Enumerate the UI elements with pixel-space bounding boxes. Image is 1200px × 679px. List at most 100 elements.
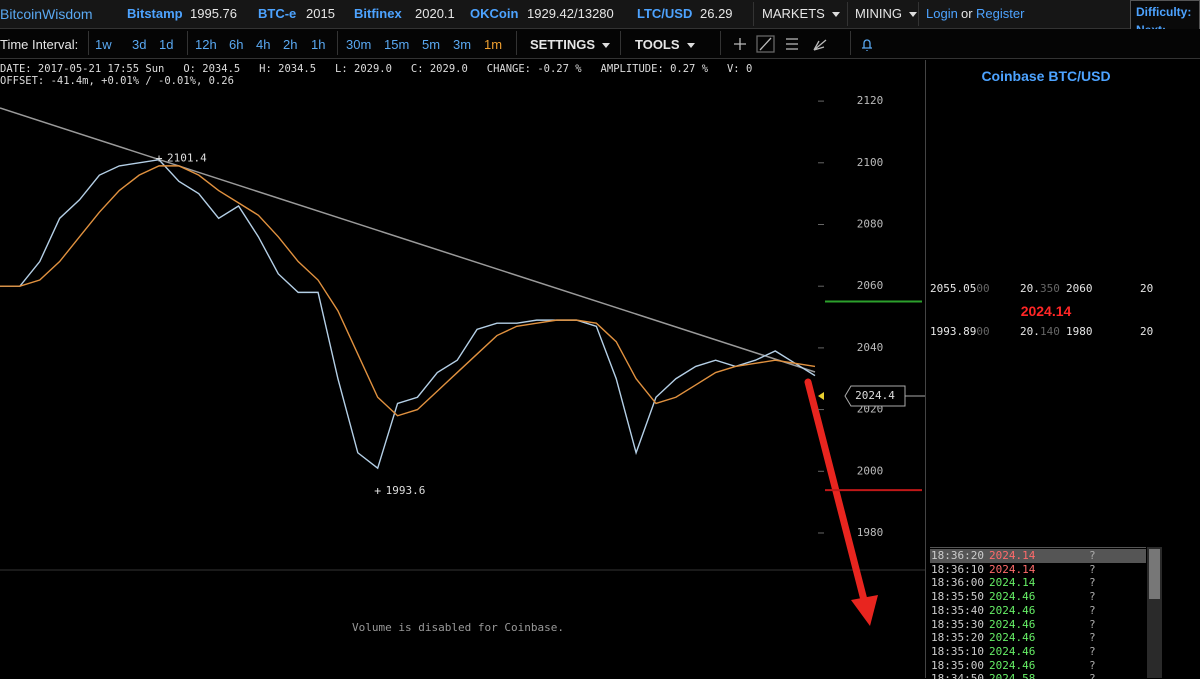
trade-row: 18:35:20 2024.46? <box>930 631 1146 645</box>
market-name[interactable]: LTC/USD <box>637 6 693 21</box>
interval[interactable]: 1m <box>484 37 503 52</box>
ohlc-info: DATE: 2017-05-21 17:55 Sun O: 2034.5 H: … <box>0 63 753 75</box>
price-chart: Volume is disabled for Coinbase. 1980 200… <box>0 94 925 634</box>
pen-icon[interactable] <box>813 39 827 51</box>
extreme-marker <box>156 155 163 162</box>
interval[interactable]: 30m <box>346 37 372 52</box>
top-nav: BitcoinWisdom Bitstamp 1995.76 BTC-e 2015 Bit… <box>0 0 1200 29</box>
interval[interactable]: 1h <box>311 37 326 52</box>
book-level: 2060 <box>1066 282 1093 295</box>
trade-price: 2024.46 <box>989 631 1036 645</box>
last-label: 2024.4 <box>855 389 895 402</box>
extreme-label: 1993.6 <box>386 484 426 497</box>
market-name[interactable]: BTC-e <box>258 6 297 21</box>
market-price: 26.29 <box>700 6 733 21</box>
caret <box>602 43 611 49</box>
interval-label: Time Interval: <box>0 37 79 52</box>
book-price-tail: 00 <box>976 325 990 338</box>
volume-note: Volume is disabled for Coinbase. <box>352 621 564 634</box>
trade-time: 18:35:20 <box>931 631 984 645</box>
trade-time: 18:34:50 <box>931 672 984 679</box>
trade-amount: ? <box>1089 576 1096 590</box>
trade-row: 18:36:10 2024.14? <box>930 563 1146 577</box>
trade-amount: ? <box>1089 672 1096 679</box>
menu[interactable]: MINING <box>855 6 917 21</box>
menu-label: SETTINGS <box>530 37 596 52</box>
caret <box>686 43 695 49</box>
trade-time: 18:35:40 <box>931 603 984 617</box>
interval[interactable]: 3d <box>132 37 147 52</box>
trendline-icon[interactable] <box>756 35 775 53</box>
trade-time: 18:36:10 <box>931 562 984 576</box>
trade-row: 18:35:10 2024.46? <box>930 645 1146 659</box>
trade-time: 18:35:50 <box>931 590 984 604</box>
bid-row: 1993.8900 20. 140 1980 20 <box>930 325 1160 338</box>
menu-label: MARKETS <box>762 6 825 21</box>
scrollbar[interactable] <box>1147 547 1162 678</box>
trade-amount: ? <box>1089 590 1096 604</box>
interval[interactable]: 1w <box>95 37 112 52</box>
market-name[interactable]: OKCoin <box>470 6 519 21</box>
interval[interactable]: 3m <box>453 37 472 52</box>
extreme-marker <box>374 488 381 495</box>
book-price-tail: 00 <box>976 282 990 295</box>
interval[interactable]: 6h <box>229 37 244 52</box>
trade-row: 18:35:30 2024.46? <box>930 618 1146 632</box>
tool-icons <box>734 35 872 53</box>
trade-time: 18:35:00 <box>931 658 984 672</box>
trade-price: 2024.46 <box>989 590 1036 604</box>
trade-amount: ? <box>1089 603 1096 617</box>
trade-price: 2024.46 <box>989 617 1036 631</box>
register[interactable]: Register <box>976 6 1025 21</box>
book-amount: 20. <box>1020 325 1040 338</box>
market-name[interactable]: Bitfinex <box>354 6 402 21</box>
price-line <box>0 158 816 470</box>
order-panel: Coinbase BTC/USD 2024.14 18:36:20 2024.14… <box>925 60 1200 679</box>
crosshair-icon[interactable] <box>734 38 746 50</box>
trade-amount: ? <box>1089 617 1096 631</box>
trade-amount: ? <box>1089 644 1096 658</box>
last-price: 2024.14 <box>1020 303 1072 319</box>
market-price: 1995.76 <box>190 6 237 21</box>
book-price: 2055.05 <box>930 282 977 295</box>
divider <box>337 31 338 55</box>
trade-row: 18:35:50 2024.46? <box>930 590 1146 604</box>
menu-label: TOOLS <box>635 37 680 52</box>
trade-amount: ? <box>1089 631 1096 645</box>
trade-price: 2024.14 <box>989 549 1036 562</box>
book-amount-tail: 140 <box>1040 325 1060 338</box>
interval[interactable]: 5m <box>422 37 441 52</box>
login[interactable]: Login <box>926 6 958 21</box>
brand: BitcoinWisdom <box>0 6 93 22</box>
trade-time: 18:35:30 <box>931 617 984 631</box>
trade-time: 18:35:10 <box>931 644 984 658</box>
interval[interactable]: 1d <box>159 37 174 52</box>
tool-menu[interactable]: TOOLS <box>635 37 695 52</box>
interval[interactable]: 15m <box>384 37 410 52</box>
panel-title: Coinbase BTC/USD <box>981 68 1111 84</box>
divider <box>720 31 721 55</box>
fib-icon[interactable] <box>786 38 798 50</box>
price-line <box>0 165 816 417</box>
tool-menu[interactable]: SETTINGS <box>530 37 611 52</box>
divider <box>847 2 848 26</box>
menu[interactable]: MARKETS <box>762 6 840 21</box>
red-arrow <box>804 378 878 626</box>
trade-price: 2024.46 <box>989 658 1036 672</box>
interval[interactable]: 12h <box>195 37 217 52</box>
extreme-label: 2101.4 <box>167 151 207 164</box>
market-name[interactable]: Bitstamp <box>127 6 183 21</box>
interval[interactable]: 4h <box>256 37 271 52</box>
y-tick-label: 2100 <box>857 156 884 169</box>
last-marker <box>818 392 824 401</box>
trade-price: 2024.14 <box>989 576 1036 590</box>
stat-label: Difficulty: <box>1136 5 1192 19</box>
divider <box>187 31 188 55</box>
alert-icon[interactable] <box>862 39 872 51</box>
y-tick-label: 2000 <box>857 464 884 477</box>
interval[interactable]: 2h <box>283 37 298 52</box>
divider <box>753 2 754 26</box>
toolbar: Time Interval: 1w 3d 1d 12h 6h 4h 2h 1h 30m 15m 5m 3… <box>0 29 1200 59</box>
divider <box>918 2 919 26</box>
